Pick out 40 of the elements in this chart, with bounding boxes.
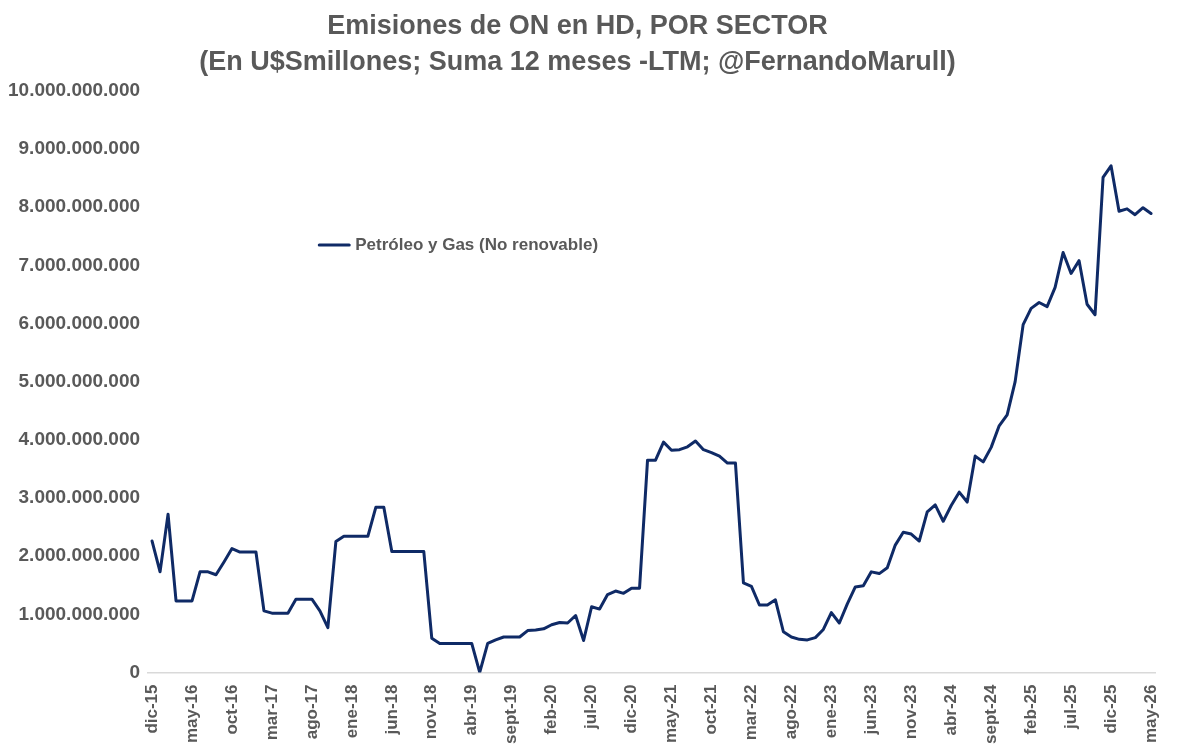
x-tick-label: dic-20 xyxy=(621,684,641,734)
x-tick-label: dic-15 xyxy=(141,684,161,734)
y-tick-label: 9.000.000.000 xyxy=(18,137,141,159)
x-tick-label: nov-23 xyxy=(900,684,920,740)
y-tick-label: 7.000.000.000 xyxy=(18,253,141,275)
x-tick-label: may-26 xyxy=(1140,684,1160,744)
x-tick-label: jun-18 xyxy=(381,684,401,736)
x-tick-label: ene-23 xyxy=(821,684,841,739)
x-tick-label: feb-25 xyxy=(1020,684,1040,735)
y-tick-label: 8.000.000.000 xyxy=(18,195,141,217)
x-tick-label: oct-21 xyxy=(701,684,721,735)
x-tick-label: sept-19 xyxy=(501,684,521,745)
y-tick-label: 2.000.000.000 xyxy=(18,544,141,566)
x-tick-label: may-21 xyxy=(661,684,681,744)
chart-subtitle: (En U$Smillones; Suma 12 meses -LTM; @FernandoMarull) xyxy=(199,46,956,77)
x-tick-label: dic-25 xyxy=(1100,684,1120,734)
legend-label: Petróleo y Gas (No renovable) xyxy=(355,234,599,254)
x-tick-label: ago-17 xyxy=(301,684,321,740)
x-tick-label: ago-22 xyxy=(781,684,801,740)
x-tick-label: abr-19 xyxy=(461,684,481,736)
y-tick-label: 6.000.000.000 xyxy=(18,311,141,333)
y-tick-label: 10.000.000.000 xyxy=(7,79,141,101)
x-tick-label: jul-25 xyxy=(1060,684,1080,730)
y-tick-label: 4.000.000.000 xyxy=(18,428,141,450)
chart-title: Emisiones de ON en HD, POR SECTOR xyxy=(327,9,828,40)
x-tick-label: abr-24 xyxy=(940,683,960,736)
y-tick-label: 3.000.000.000 xyxy=(18,486,141,508)
x-tick-label: jul-20 xyxy=(581,684,601,730)
x-tick-label: oct-16 xyxy=(221,684,241,735)
y-tick-label: 1.000.000.000 xyxy=(18,602,141,624)
y-tick-label: 5.000.000.000 xyxy=(18,369,141,391)
x-tick-label: ene-18 xyxy=(341,684,361,739)
x-tick-label: jun-23 xyxy=(860,684,880,736)
x-tick-label: may-16 xyxy=(181,684,201,744)
y-tick-label: 0 xyxy=(129,660,141,682)
x-tick-label: sept-24 xyxy=(980,683,1000,745)
x-tick-label: mar-17 xyxy=(261,684,281,741)
x-tick-label: feb-20 xyxy=(541,684,561,735)
x-tick-label: mar-22 xyxy=(741,684,761,741)
x-tick-label: nov-18 xyxy=(421,684,441,740)
